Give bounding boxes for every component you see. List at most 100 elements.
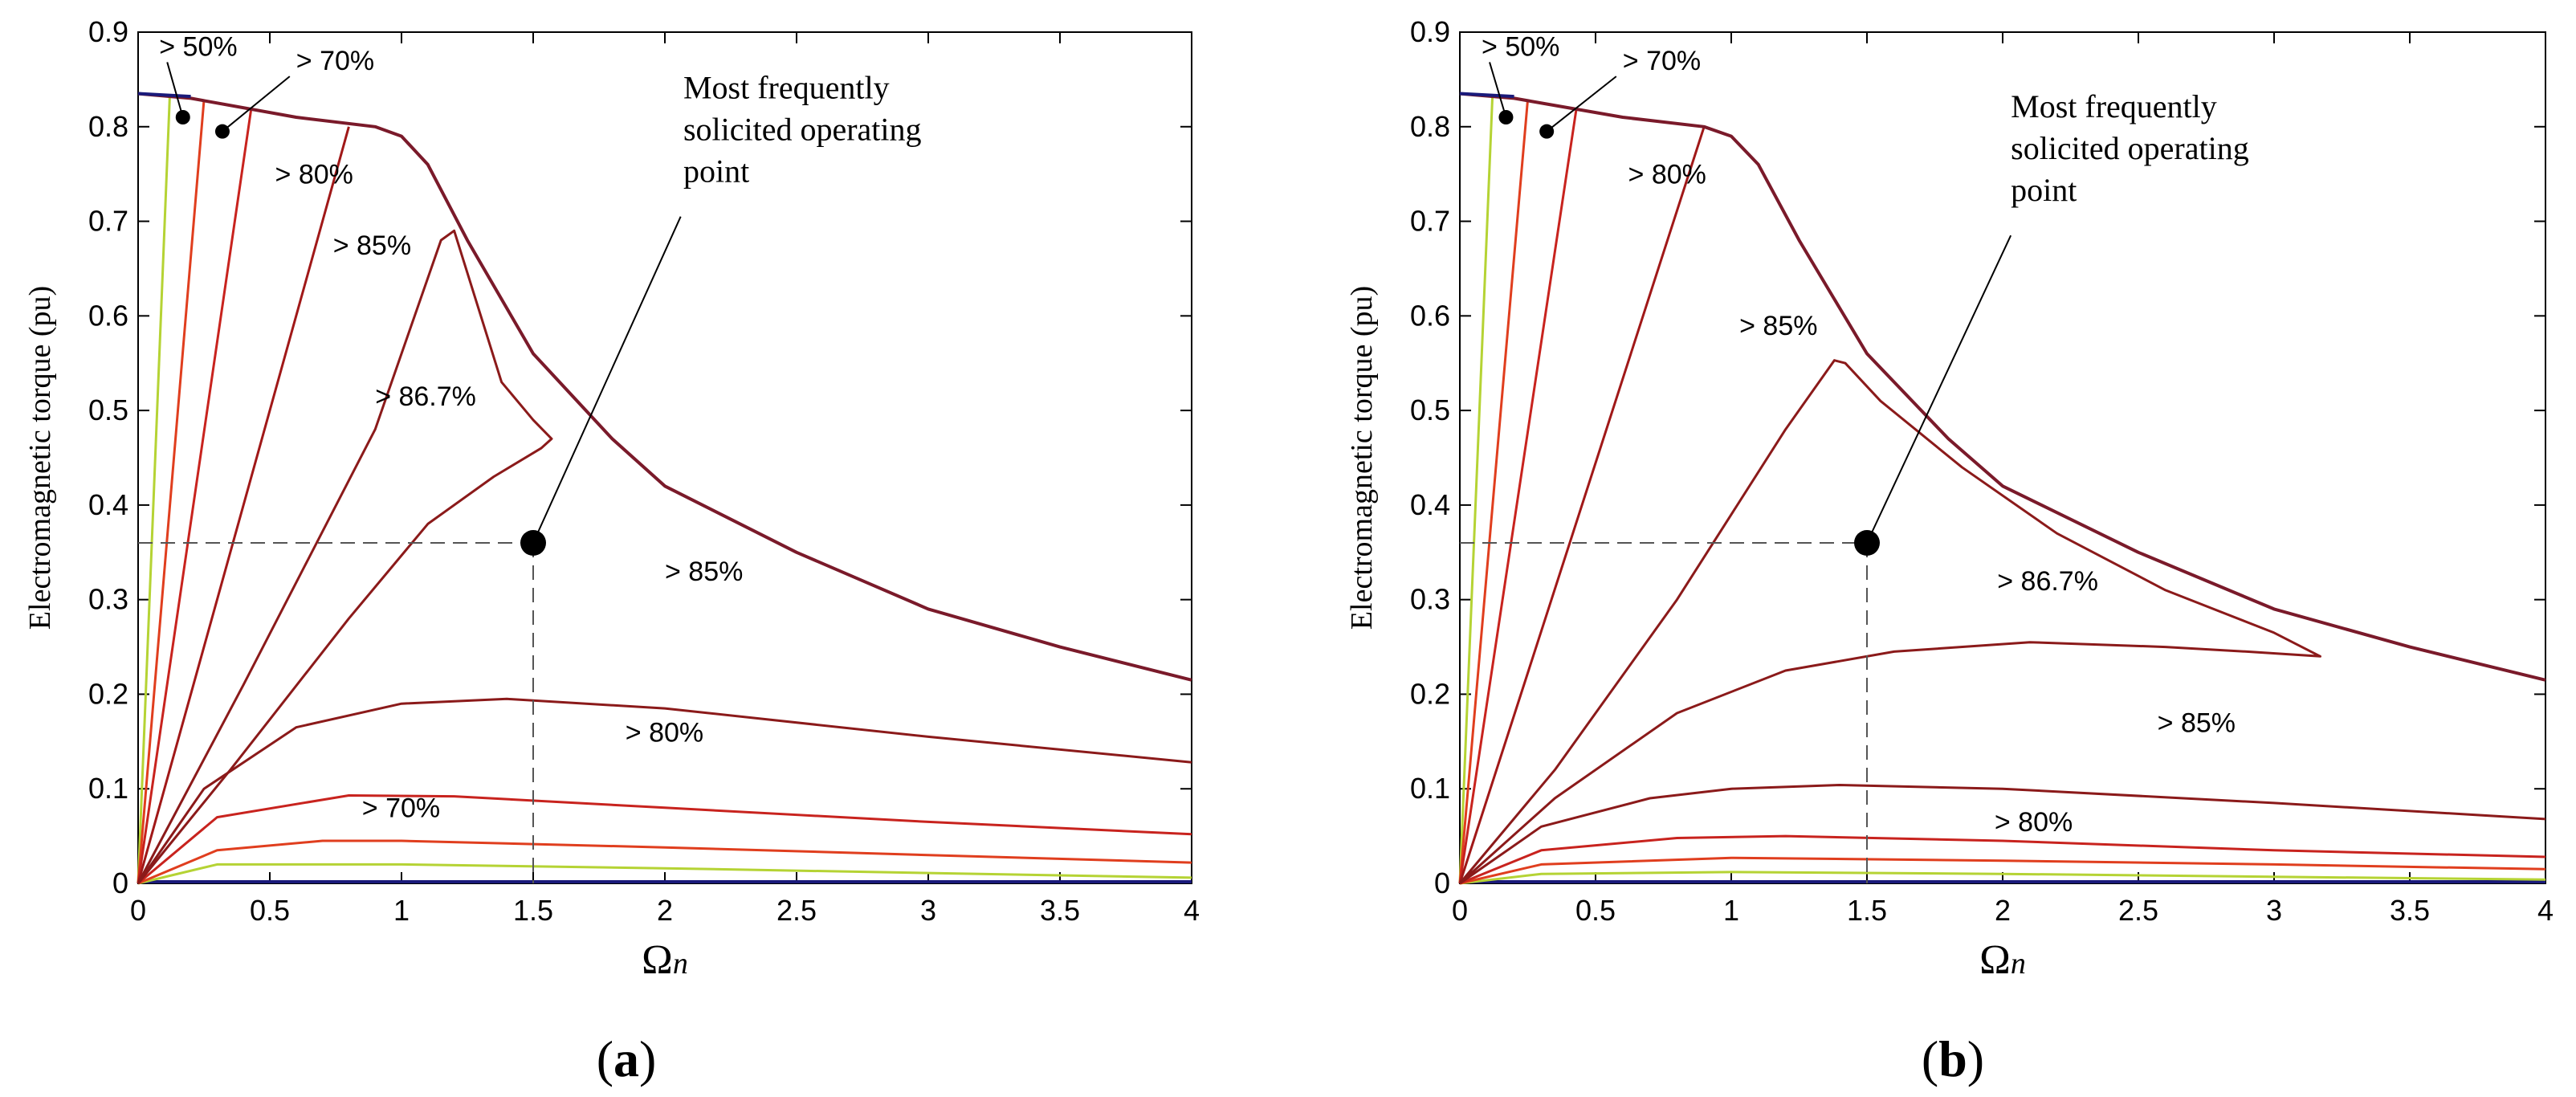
y-tick-label: 0.8 <box>1410 110 1450 143</box>
x-tick-label: 4 <box>2537 894 2554 927</box>
envelope-start <box>1459 92 1514 99</box>
y-tick-label: 0 <box>1434 867 1450 899</box>
operating-point-label: solicited operating <box>2011 130 2249 166</box>
x-tick-label: 1 <box>1723 894 1739 927</box>
y-tick-label: 0.3 <box>1410 583 1450 616</box>
region-label: > 85% <box>1739 311 1817 341</box>
x-tick-label: 3.5 <box>2390 894 2430 927</box>
y-tick-label: 0.5 <box>88 394 128 426</box>
operating-point-label: point <box>2011 172 2077 208</box>
region-label: > 86.7% <box>1997 566 2098 597</box>
x-tick-label: 3 <box>920 894 936 927</box>
caption-letter: b <box>1938 1030 1967 1087</box>
efficiency-contour <box>137 107 253 884</box>
y-tick-label: 0.9 <box>1410 15 1450 48</box>
x-axis-label: Ωn <box>642 937 688 983</box>
marker-leader <box>166 62 184 118</box>
panel-caption: (b) <box>1922 1030 1984 1087</box>
x-axis-subscript: n <box>673 947 688 981</box>
marker-leader <box>1546 75 1617 133</box>
x-tick-label: 0 <box>1452 894 1468 927</box>
operating-point-label: Most frequently <box>683 69 890 105</box>
y-tick-label: 0 <box>112 867 128 899</box>
x-tick-label: 4 <box>1184 894 1200 927</box>
efficiency-contour <box>1458 96 1494 884</box>
operating-point-leader <box>1866 234 2012 544</box>
x-axis-subscript: n <box>2011 947 2026 981</box>
region-label: > 85% <box>665 557 743 587</box>
y-tick-label: 0.2 <box>1410 677 1450 710</box>
region-label: > 70% <box>362 793 440 824</box>
x-tick-label: 0.5 <box>250 894 290 927</box>
y-tick-label: 0.5 <box>1410 394 1450 426</box>
x-tick-label: 1.5 <box>513 894 553 927</box>
operating-point-marker <box>1854 530 1880 556</box>
region-label: > 85% <box>333 230 411 261</box>
caption-open-paren: ( <box>597 1030 613 1087</box>
region-label: > 70% <box>1623 46 1701 76</box>
x-tick-label: 2 <box>657 894 673 927</box>
panel-a: 0 0.5 1 1.5 2 2.5 3 3.5 4 0 0.1 0.2 0.3 0.4 0.5 0.6 0.7 0… <box>23 15 1200 1087</box>
y-tick-label: 0.1 <box>1410 772 1450 805</box>
y-tick-label: 0.7 <box>88 205 128 238</box>
y-axis-label: Electromagnetic torque (pu) <box>23 286 57 630</box>
operating-point-marker <box>520 530 546 556</box>
region-label: > 80% <box>1995 807 2073 838</box>
x-tick-label: 1.5 <box>1847 894 1887 927</box>
x-axis-label: Ωn <box>1979 937 2026 983</box>
efficiency-contour <box>137 697 1192 884</box>
x-tick-label: 1 <box>393 894 410 927</box>
x-tick-label: 3 <box>2266 894 2282 927</box>
operating-point-leader <box>532 216 682 544</box>
efficiency-contour <box>1459 871 2546 885</box>
x-tick-label: 0 <box>130 894 146 927</box>
x-axis-symbol: Ω <box>1979 937 2011 983</box>
y-axis-label: Electromagnetic torque (pu) <box>1345 286 1379 630</box>
efficiency-contour <box>1458 359 2321 885</box>
y-tick-label: 0.7 <box>1410 205 1450 238</box>
y-tick-label: 0.9 <box>88 15 128 48</box>
operating-point-label: Most frequently <box>2011 88 2217 124</box>
region-label: > 85% <box>2158 708 2236 739</box>
efficiency-contour <box>137 100 206 884</box>
region-label: > 50% <box>1482 31 1559 62</box>
y-tick-label: 0.6 <box>1410 299 1450 332</box>
x-tick-label: 3.5 <box>1040 894 1080 927</box>
marker-leader <box>1489 62 1507 118</box>
efficiency-contour <box>137 229 553 884</box>
y-tick-label: 0.8 <box>88 110 128 143</box>
region-label: > 86.7% <box>375 381 476 412</box>
efficiency-contour <box>1458 100 1529 884</box>
x-tick-label: 2 <box>1995 894 2011 927</box>
caption-close-paren: ) <box>639 1030 656 1087</box>
y-tick-label: 0.6 <box>88 299 128 332</box>
efficiency-contour <box>137 863 1192 885</box>
efficiency-contour <box>137 96 171 884</box>
envelope-start <box>137 92 191 99</box>
efficiency-contour <box>1459 834 2546 885</box>
torque-envelope <box>137 92 1192 682</box>
torque-envelope <box>1459 92 2546 682</box>
region-label: > 80% <box>1628 159 1706 190</box>
panel-caption: (a) <box>597 1030 657 1087</box>
efficiency-contour <box>137 126 350 884</box>
panel-b: 0 0.5 1 1.5 2 2.5 3 3.5 4 0 0.1 0.2 0.3 0.4 0.5 0.6 0.7 0… <box>1345 15 2554 1087</box>
y-tick-label: 0.3 <box>88 583 128 616</box>
efficiency-contour <box>137 794 1192 885</box>
region-label: > 50% <box>159 31 237 62</box>
efficiency-contour <box>1458 107 1578 884</box>
caption-letter: a <box>613 1030 639 1087</box>
efficiency-contour <box>137 839 1192 885</box>
x-tick-label: 2.5 <box>776 894 817 927</box>
y-tick-label: 0.2 <box>88 677 128 710</box>
x-tick-label: 0.5 <box>1575 894 1616 927</box>
caption-open-paren: ( <box>1922 1030 1938 1087</box>
region-label: > 80% <box>626 717 703 748</box>
operating-point-label: point <box>683 153 749 189</box>
region-label: > 70% <box>296 46 374 76</box>
operating-point-label: solicited operating <box>683 111 922 147</box>
x-tick-label: 2.5 <box>2118 894 2158 927</box>
region-label: > 80% <box>275 159 353 190</box>
